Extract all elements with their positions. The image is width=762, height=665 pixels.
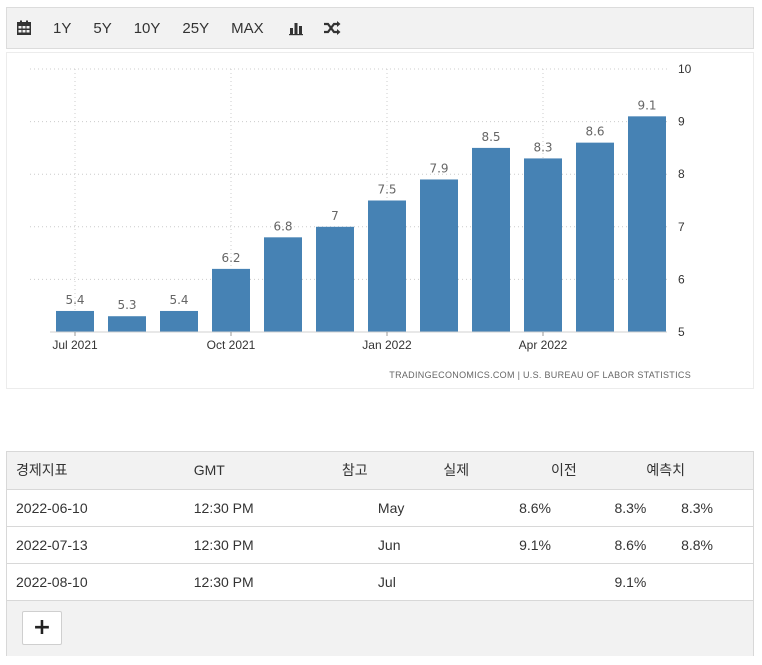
cell-previous: 8.6%	[550, 526, 647, 564]
table-footer: +	[7, 600, 753, 656]
cell-reference: May	[341, 489, 444, 527]
bar-value-label: 5.4	[169, 293, 188, 307]
cell-previous: 8.3%	[550, 489, 647, 527]
shuffle-icon[interactable]	[316, 8, 348, 48]
bar-value-label: 5.3	[117, 298, 136, 312]
bar-value-label: 6.8	[273, 219, 292, 233]
range-1y-button[interactable]: 1Y	[53, 19, 72, 37]
cell-forecast	[646, 563, 753, 601]
range-10y-button[interactable]: 10Y	[133, 19, 161, 37]
cell-previous: 9.1%	[550, 563, 647, 601]
calendar-table: 경제지표 GMT 참고 실제 이전 예측치 2022-06-10 12:30 P…	[6, 451, 754, 656]
cell-date: 2022-08-10	[7, 563, 194, 601]
cell-time: 12:30 PM	[193, 526, 342, 564]
cell-actual: 8.6%	[443, 489, 551, 527]
y-tick-label: 10	[678, 62, 692, 76]
bar-value-label: 8.5	[481, 130, 500, 144]
add-button[interactable]: +	[22, 610, 62, 645]
source-label: TRADINGECONOMICS.COM | U.S. BUREAU OF LA…	[389, 370, 691, 380]
header-reference: 참고	[341, 452, 444, 490]
header-actual: 실제	[443, 452, 551, 490]
cell-forecast: 8.3%	[646, 489, 753, 527]
table-row: 2022-06-10 12:30 PM May 8.6% 8.3% 8.3%	[7, 489, 753, 527]
bar-value-label: 7	[331, 209, 339, 223]
cell-reference: Jul	[341, 563, 444, 601]
header-forecast: 예측치	[646, 452, 753, 490]
cell-date: 2022-07-13	[7, 526, 194, 564]
range-25y-button[interactable]: 25Y	[182, 19, 210, 37]
cell-date: 2022-06-10	[7, 489, 194, 527]
calendar-icon[interactable]	[9, 8, 39, 48]
cell-time: 12:30 PM	[193, 563, 342, 601]
cell-actual: 9.1%	[443, 526, 551, 564]
range-max-button[interactable]: MAX	[231, 19, 264, 37]
range-5y-button[interactable]: 5Y	[93, 19, 112, 37]
y-tick-label: 9	[678, 115, 685, 129]
bar	[576, 142, 614, 332]
y-tick-label: 7	[678, 220, 685, 234]
table-header-row: 경제지표 GMT 참고 실제 이전 예측치	[7, 452, 753, 490]
bar-value-label: 8.6	[585, 125, 604, 139]
cell-reference: Jun	[341, 526, 444, 564]
header-previous: 이전	[550, 452, 647, 490]
bar	[160, 310, 198, 332]
y-tick-label: 6	[678, 272, 685, 286]
x-tick-label: Jul 2021	[52, 338, 98, 352]
cell-actual	[443, 563, 551, 601]
x-tick-label: Apr 2022	[519, 338, 568, 352]
bar-value-label: 5.4	[65, 293, 84, 307]
cell-forecast: 8.8%	[646, 526, 753, 564]
bar-value-label: 7.5	[377, 183, 396, 197]
bar	[316, 226, 354, 332]
bar	[264, 237, 302, 332]
bar-value-label: 8.3	[533, 140, 552, 154]
y-tick-label: 8	[678, 167, 685, 181]
cell-time: 12:30 PM	[193, 489, 342, 527]
table-row: 2022-07-13 12:30 PM Jun 9.1% 8.6% 8.8%	[7, 526, 753, 564]
x-tick-label: Jan 2022	[362, 338, 412, 352]
bar	[524, 158, 562, 332]
header-gmt: GMT	[193, 452, 342, 490]
bar	[56, 310, 94, 332]
table-row: 2022-08-10 12:30 PM Jul 9.1%	[7, 563, 753, 601]
header-indicator: 경제지표	[7, 452, 194, 490]
bar-chart-icon[interactable]	[280, 8, 312, 48]
bar	[108, 316, 146, 332]
bar-value-label: 6.2	[221, 251, 240, 265]
bar-value-label: 9.1	[637, 98, 656, 112]
bar	[472, 147, 510, 332]
bar-value-label: 7.9	[429, 161, 448, 175]
bar	[420, 179, 458, 332]
bar-chart: 5 6 7 8 9 10 5.4 5.3 5.4 6.2 6.8 7 7.5 7.9 8.5 8.3 8.6 9.…	[30, 62, 692, 380]
bar	[628, 116, 666, 332]
bar	[212, 268, 250, 332]
chart-toolbar: 1Y 5Y 10Y 25Y MAX	[6, 7, 754, 49]
y-tick-label: 5	[678, 325, 685, 339]
bar	[368, 200, 406, 332]
x-tick-label: Oct 2021	[207, 338, 256, 352]
chart-container: 5 6 7 8 9 10 5.4 5.3 5.4 6.2 6.8 7 7.5 7.9 8.5 8.3 8.6 9.…	[6, 52, 754, 389]
